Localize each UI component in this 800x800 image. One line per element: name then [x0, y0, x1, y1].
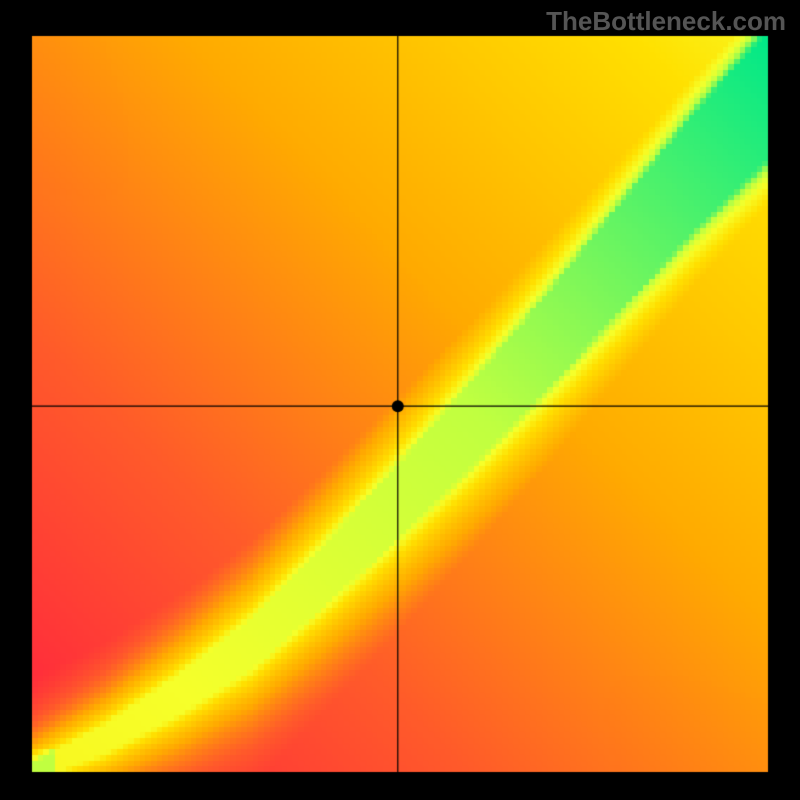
bottleneck-heatmap: [0, 0, 800, 800]
watermark-text: TheBottleneck.com: [546, 6, 786, 37]
chart-container: { "watermark": { "text": "TheBottleneck.…: [0, 0, 800, 800]
